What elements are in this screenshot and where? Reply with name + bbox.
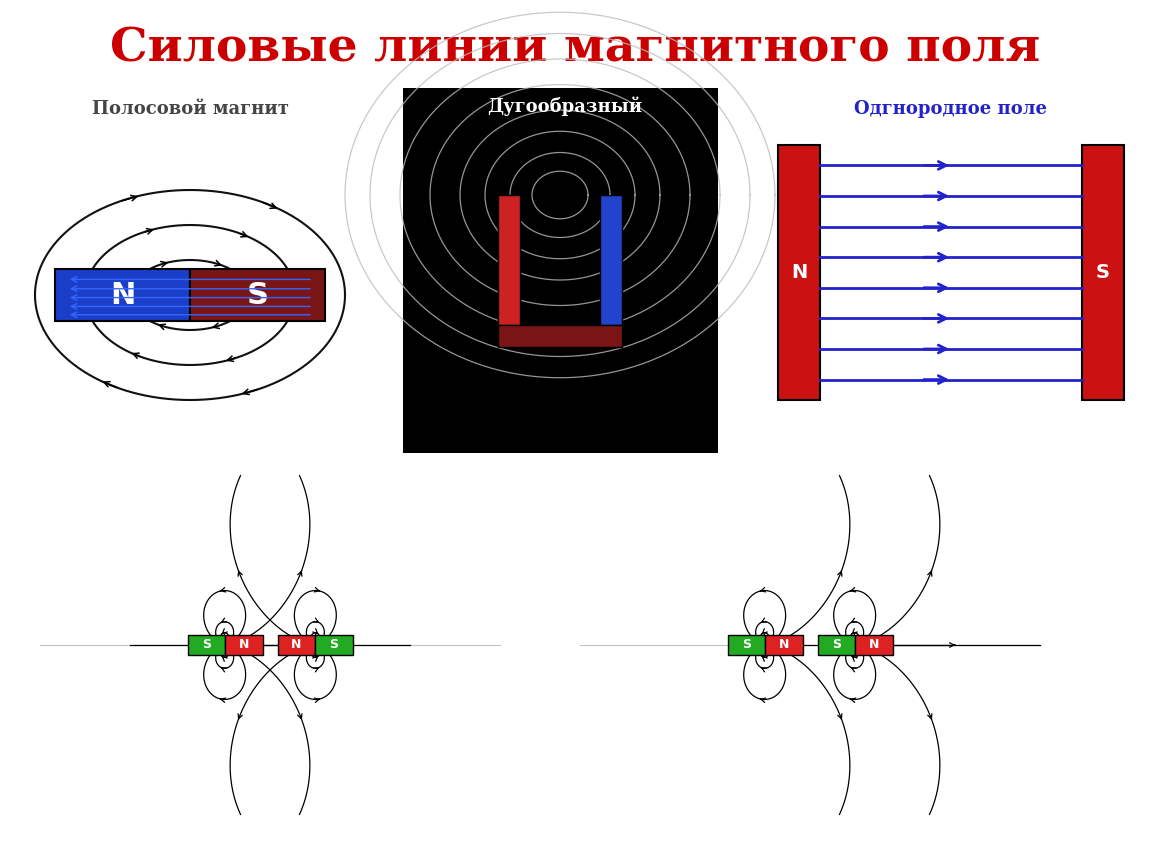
- Bar: [854, 635, 892, 655]
- Bar: [402, 88, 718, 453]
- Bar: [765, 635, 803, 655]
- Text: N: N: [779, 638, 789, 651]
- Text: Дугообразный: Дугообразный: [488, 96, 643, 116]
- Text: S: S: [742, 638, 751, 651]
- Bar: [277, 635, 315, 655]
- Bar: [315, 635, 353, 655]
- Text: S: S: [329, 638, 338, 651]
- Bar: [187, 635, 225, 655]
- Text: S: S: [831, 638, 841, 651]
- Text: N: N: [109, 281, 136, 309]
- Bar: [779, 145, 820, 400]
- Bar: [818, 635, 854, 655]
- Text: S: S: [201, 638, 210, 651]
- Bar: [498, 325, 622, 347]
- Bar: [728, 635, 765, 655]
- Text: Силовые линии магнитного поля: Силовые линии магнитного поля: [110, 25, 1040, 71]
- Text: N: N: [868, 638, 879, 651]
- Text: Одгнородное поле: Одгнородное поле: [853, 100, 1046, 118]
- Text: N: N: [791, 263, 807, 282]
- Bar: [498, 195, 520, 325]
- Bar: [55, 269, 190, 321]
- Bar: [225, 635, 262, 655]
- Text: S: S: [246, 281, 268, 309]
- Text: Полосовой магнит: Полосовой магнит: [92, 100, 289, 118]
- Text: S: S: [1096, 263, 1110, 282]
- Text: N: N: [291, 638, 301, 651]
- Text: N: N: [238, 638, 248, 651]
- Bar: [600, 195, 622, 325]
- Bar: [1082, 145, 1124, 400]
- Bar: [190, 269, 325, 321]
